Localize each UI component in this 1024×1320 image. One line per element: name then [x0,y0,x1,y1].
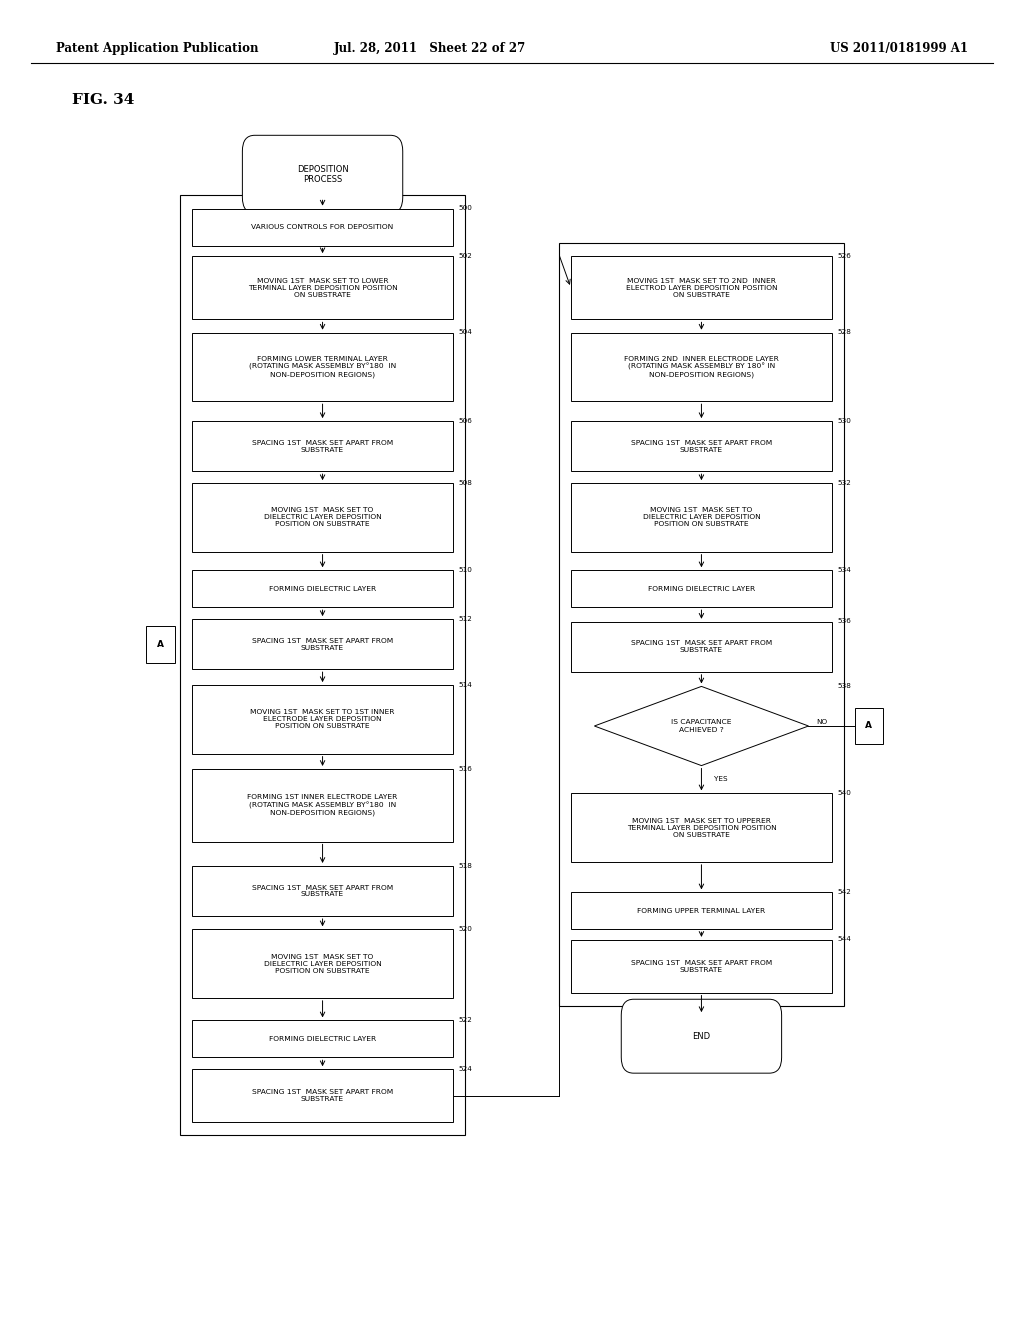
Text: SPACING 1ST  MASK SET APART FROM
SUBSTRATE: SPACING 1ST MASK SET APART FROM SUBSTRAT… [631,640,772,653]
Text: 534: 534 [838,566,851,573]
Text: 518: 518 [459,862,472,869]
Text: 520: 520 [459,925,472,932]
Text: 526: 526 [838,252,851,259]
Text: MOVING 1ST  MASK SET TO
DIELECTRIC LAYER DEPOSITION
POSITION ON SUBSTRATE: MOVING 1ST MASK SET TO DIELECTRIC LAYER … [264,507,381,528]
FancyBboxPatch shape [622,999,781,1073]
Text: FORMING DIELECTRIC LAYER: FORMING DIELECTRIC LAYER [648,586,755,591]
Text: MOVING 1ST  MASK SET TO
DIELECTRIC LAYER DEPOSITION
POSITION ON SUBSTRATE: MOVING 1ST MASK SET TO DIELECTRIC LAYER … [643,507,760,528]
Text: FORMING DIELECTRIC LAYER: FORMING DIELECTRIC LAYER [269,586,376,591]
Text: 522: 522 [459,1016,472,1023]
FancyBboxPatch shape [571,333,833,401]
FancyBboxPatch shape [243,135,402,214]
FancyBboxPatch shape [145,626,174,663]
Text: 514: 514 [459,681,472,688]
Text: SPACING 1ST  MASK SET APART FROM
SUBSTRATE: SPACING 1ST MASK SET APART FROM SUBSTRAT… [252,884,393,898]
FancyBboxPatch shape [193,209,453,246]
Text: SPACING 1ST  MASK SET APART FROM
SUBSTRATE: SPACING 1ST MASK SET APART FROM SUBSTRAT… [631,440,772,453]
FancyBboxPatch shape [193,1020,453,1057]
Text: 532: 532 [838,479,851,486]
Text: US 2011/0181999 A1: US 2011/0181999 A1 [829,42,968,55]
Text: SPACING 1ST  MASK SET APART FROM
SUBSTRATE: SPACING 1ST MASK SET APART FROM SUBSTRAT… [252,638,393,651]
Text: 504: 504 [459,329,472,335]
Text: 502: 502 [459,252,472,259]
Text: 506: 506 [459,417,472,424]
FancyBboxPatch shape [193,421,453,471]
FancyBboxPatch shape [193,866,453,916]
FancyBboxPatch shape [193,483,453,552]
FancyBboxPatch shape [193,1069,453,1122]
Text: SPACING 1ST  MASK SET APART FROM
SUBSTRATE: SPACING 1ST MASK SET APART FROM SUBSTRAT… [631,960,772,973]
Text: DEPOSITION
PROCESS: DEPOSITION PROCESS [297,165,348,183]
Text: MOVING 1ST  MASK SET TO 1ST INNER
ELECTRODE LAYER DEPOSITION
POSITION ON SUBSTRA: MOVING 1ST MASK SET TO 1ST INNER ELECTRO… [250,709,395,730]
Text: 524: 524 [459,1065,472,1072]
Text: MOVING 1ST  MASK SET TO UPPERER
TERMINAL LAYER DEPOSITION POSITION
ON SUBSTRATE: MOVING 1ST MASK SET TO UPPERER TERMINAL … [627,817,776,838]
Text: IS CAPACITANCE
ACHIEVED ?: IS CAPACITANCE ACHIEVED ? [671,719,732,733]
Text: 516: 516 [459,766,472,771]
Text: 538: 538 [838,682,851,689]
Text: Patent Application Publication: Patent Application Publication [56,42,259,55]
Polygon shape [594,686,809,766]
FancyBboxPatch shape [855,708,884,744]
Text: FIG. 34: FIG. 34 [72,94,134,107]
Text: FORMING UPPER TERMINAL LAYER: FORMING UPPER TERMINAL LAYER [637,908,766,913]
FancyBboxPatch shape [193,570,453,607]
Text: Jul. 28, 2011   Sheet 22 of 27: Jul. 28, 2011 Sheet 22 of 27 [334,42,526,55]
Text: MOVING 1ST  MASK SET TO 2ND  INNER
ELECTROD LAYER DEPOSITION POSITION
ON SUBSTRA: MOVING 1ST MASK SET TO 2ND INNER ELECTRO… [626,277,777,298]
FancyBboxPatch shape [193,685,453,754]
Text: 530: 530 [838,417,851,424]
Text: MOVING 1ST  MASK SET TO LOWER
TERMINAL LAYER DEPOSITION POSITION
ON SUBSTRATE: MOVING 1ST MASK SET TO LOWER TERMINAL LA… [248,277,397,298]
Text: 500: 500 [459,205,472,211]
Text: FORMING 2ND  INNER ELECTRODE LAYER
(ROTATING MASK ASSEMBLY BY 180° IN
NON-DEPOSI: FORMING 2ND INNER ELECTRODE LAYER (ROTAT… [624,356,779,378]
FancyBboxPatch shape [571,892,833,929]
Text: A: A [157,640,164,648]
Text: END: END [692,1032,711,1040]
Text: YES: YES [714,776,727,783]
FancyBboxPatch shape [193,929,453,998]
Text: 536: 536 [838,618,851,624]
Text: SPACING 1ST  MASK SET APART FROM
SUBSTRATE: SPACING 1ST MASK SET APART FROM SUBSTRAT… [252,1089,393,1102]
FancyBboxPatch shape [571,483,833,552]
Text: 528: 528 [838,329,851,335]
Text: SPACING 1ST  MASK SET APART FROM
SUBSTRATE: SPACING 1ST MASK SET APART FROM SUBSTRAT… [252,440,393,453]
FancyBboxPatch shape [571,793,833,862]
Text: NO: NO [817,719,827,725]
Text: 544: 544 [838,936,851,942]
Text: FORMING DIELECTRIC LAYER: FORMING DIELECTRIC LAYER [269,1036,376,1041]
FancyBboxPatch shape [571,256,833,319]
FancyBboxPatch shape [193,768,453,842]
Text: FORMING 1ST INNER ELECTRODE LAYER
(ROTATING MASK ASSEMBLY BY°180  IN
NON-DEPOSIT: FORMING 1ST INNER ELECTRODE LAYER (ROTAT… [248,795,397,816]
FancyBboxPatch shape [193,619,453,669]
Text: A: A [865,722,872,730]
FancyBboxPatch shape [193,333,453,401]
FancyBboxPatch shape [571,940,833,993]
FancyBboxPatch shape [571,622,833,672]
Text: VARIOUS CONTROLS FOR DEPOSITION: VARIOUS CONTROLS FOR DEPOSITION [252,224,393,230]
Text: 540: 540 [838,789,851,796]
Text: 510: 510 [459,566,472,573]
Text: MOVING 1ST  MASK SET TO
DIELECTRIC LAYER DEPOSITION
POSITION ON SUBSTRATE: MOVING 1ST MASK SET TO DIELECTRIC LAYER … [264,953,381,974]
Text: 542: 542 [838,888,851,895]
Text: 508: 508 [459,479,472,486]
Text: FORMING LOWER TERMINAL LAYER
(ROTATING MASK ASSEMBLY BY°180  IN
NON-DEPOSITION R: FORMING LOWER TERMINAL LAYER (ROTATING M… [249,356,396,378]
Text: 512: 512 [459,615,472,622]
FancyBboxPatch shape [571,570,833,607]
FancyBboxPatch shape [571,421,833,471]
FancyBboxPatch shape [193,256,453,319]
